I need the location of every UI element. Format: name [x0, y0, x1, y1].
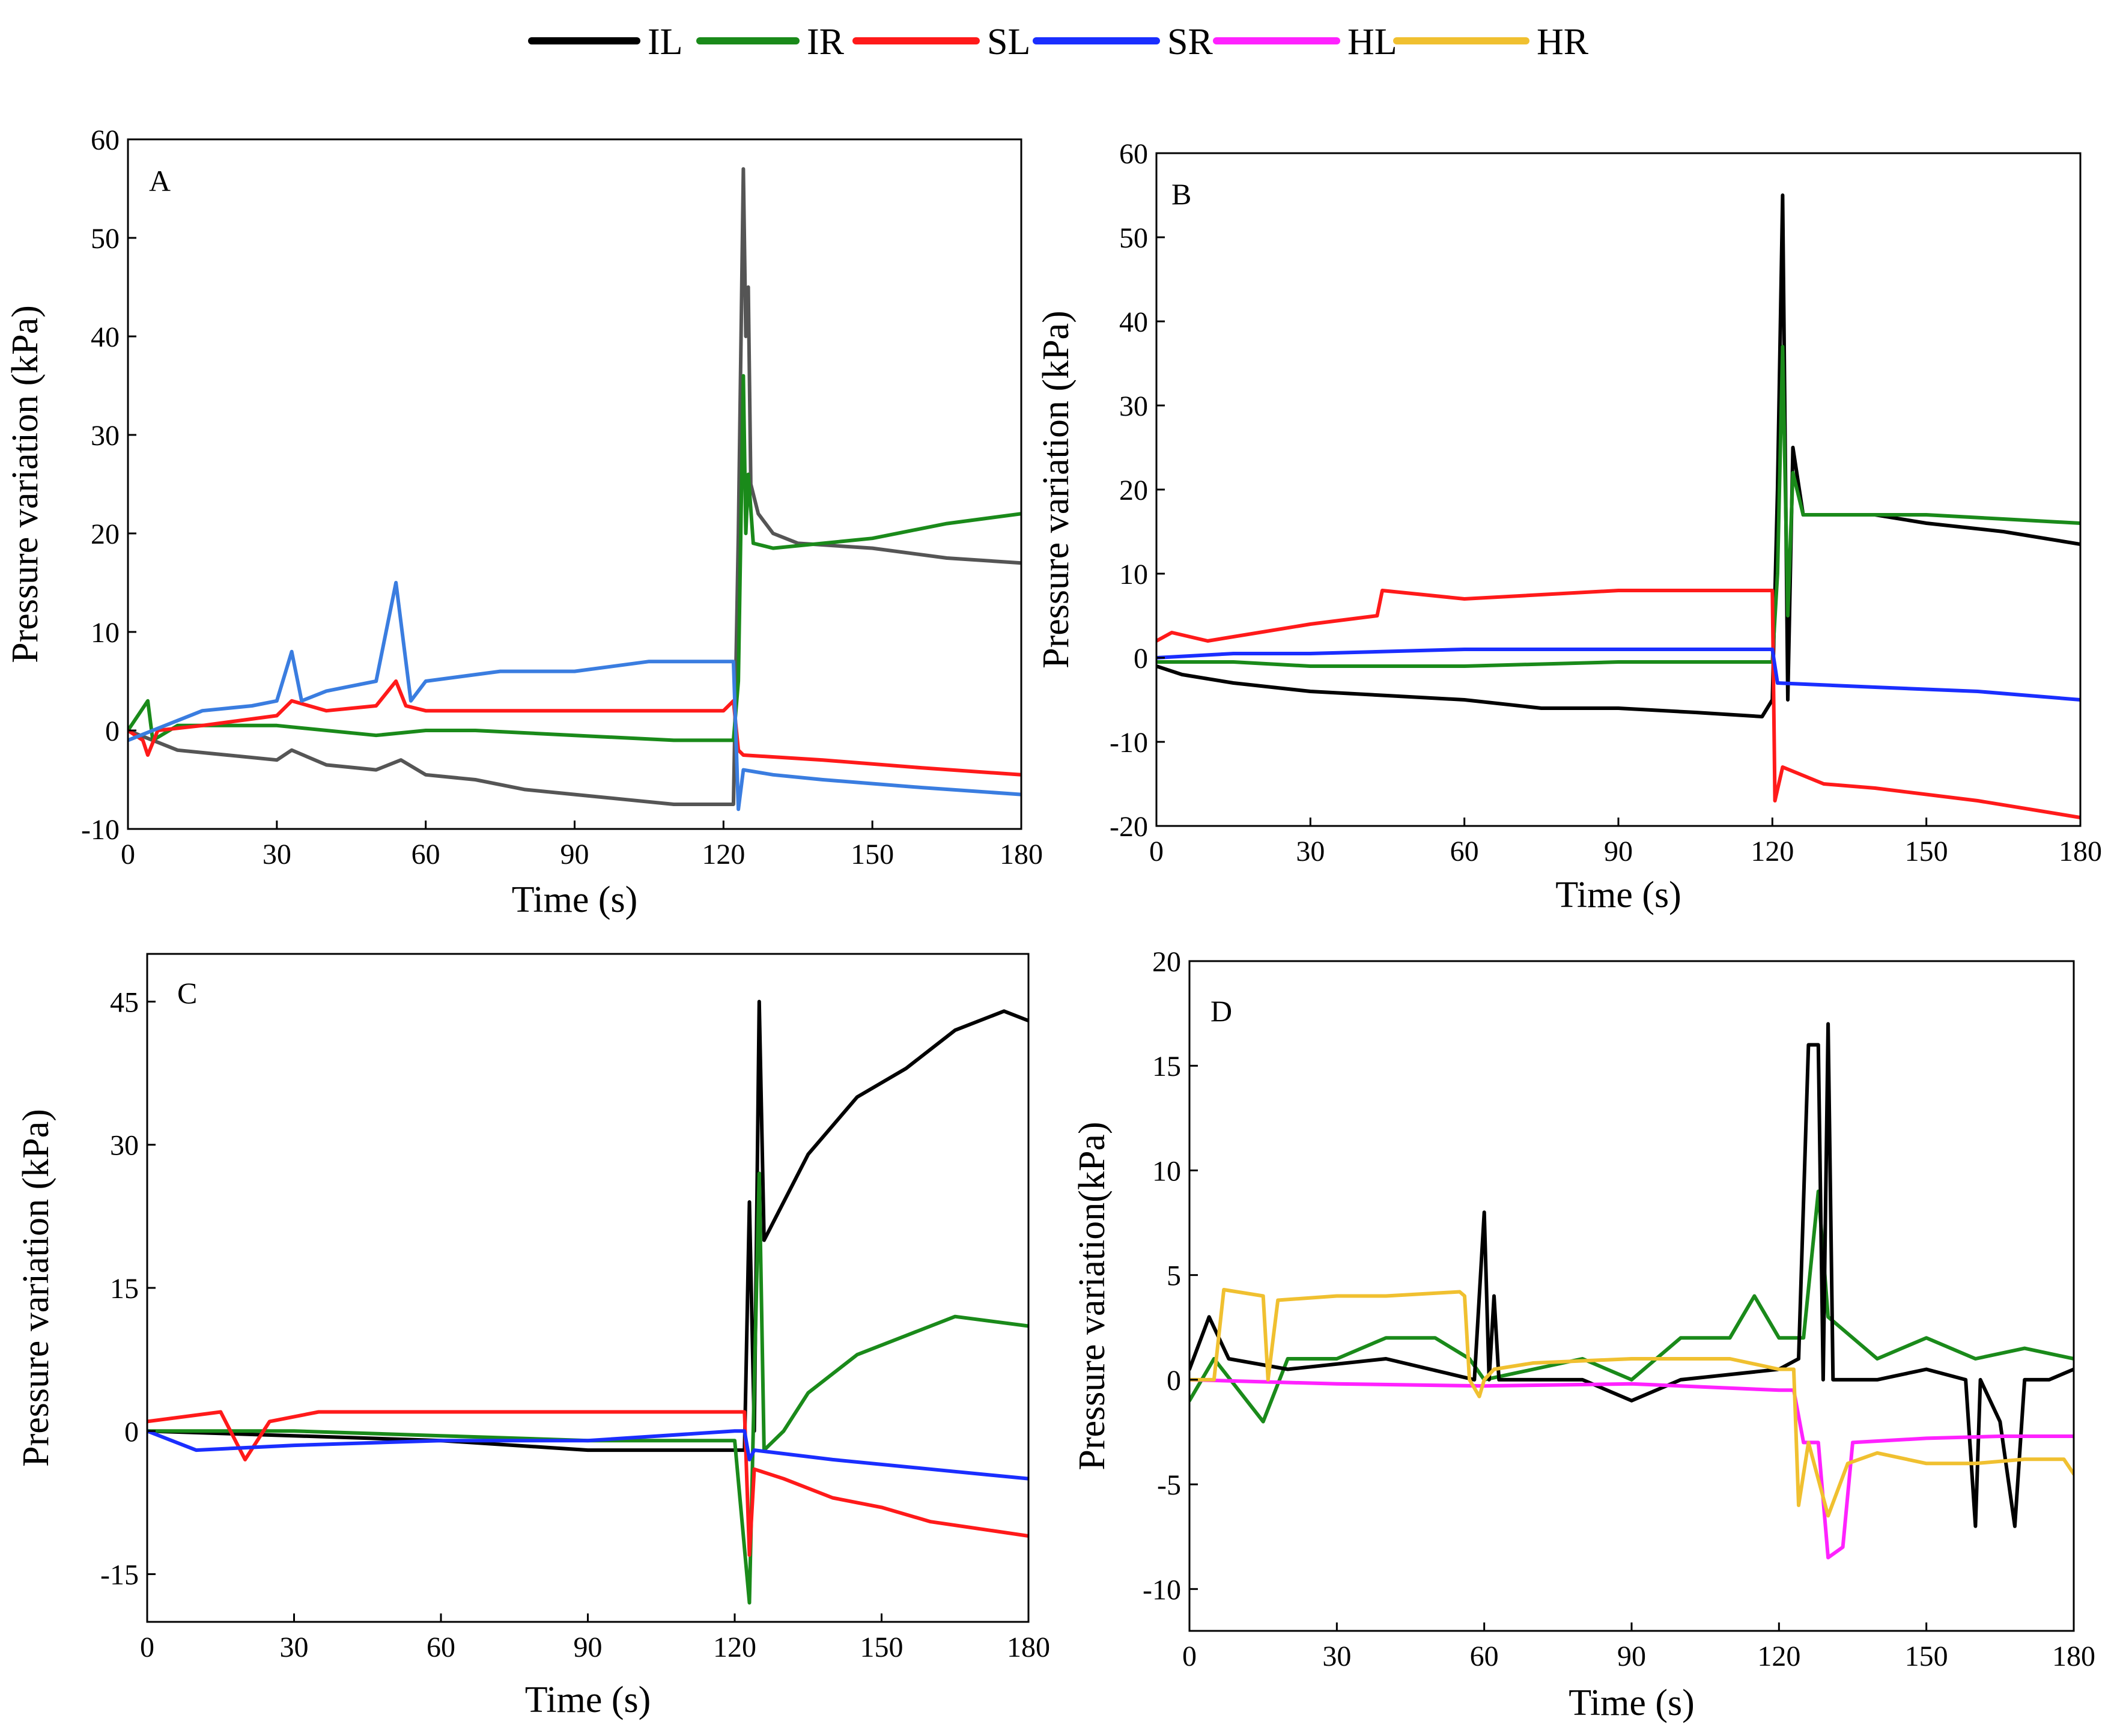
panel-b-y-tick-label: 50: [1119, 222, 1148, 254]
legend-label-il: IL: [648, 22, 683, 62]
panel-d-y-tick-label: 10: [1152, 1155, 1181, 1187]
panel-c-y-axis-title: Pressure variation (kPa): [16, 1109, 56, 1467]
panel-a-y-tick-label: 10: [91, 617, 120, 649]
panel-c-x-tick-label: 180: [1007, 1631, 1050, 1663]
legend: IL IR SL SR HL HR: [528, 22, 1589, 62]
panel-a-x-tick-label: 30: [263, 839, 291, 870]
panel-c-x-tick-label: 150: [860, 1631, 904, 1663]
panel-d-y-tick-label: 0: [1167, 1365, 1181, 1397]
panel-d-x-tick-label: 120: [1757, 1640, 1800, 1672]
panel-c-y-tick-label: 45: [110, 986, 139, 1018]
panel-b-x-tick-label: 150: [1905, 836, 1948, 867]
panel-d: 0 30 60 90 120 150 180 -10 -5 0 5 10 15 20 D Time (s) Pr…: [1072, 946, 2095, 1723]
panel-d-x-tick-label: 90: [1617, 1640, 1646, 1672]
panel-d-x-tick-label: 60: [1470, 1640, 1499, 1672]
panel-d-x-axis-title: Time (s): [1569, 1683, 1695, 1723]
panel-a-x-tick-label: 60: [412, 839, 440, 870]
panel-d-y-tick-label: -10: [1143, 1574, 1181, 1606]
legend-label-ir: IR: [807, 22, 845, 62]
legend-label-hl: HL: [1347, 22, 1397, 62]
panel-b-letter: B: [1171, 177, 1191, 211]
panel-a-series-sl: [128, 679, 1021, 777]
panel-b-series-sl: [1156, 589, 2080, 819]
panel-d-x-tick-label: 30: [1322, 1640, 1351, 1672]
legend-label-hr: HR: [1537, 22, 1589, 62]
panel-b-x-axis-title: Time (s): [1555, 875, 1681, 915]
panel-b-y-tick-label: -20: [1110, 811, 1148, 843]
panel-b-series-sr: [1156, 648, 2080, 702]
panel-c-series-sr: [147, 1429, 1028, 1481]
panel-b-x-tick-label: 0: [1149, 836, 1164, 867]
panel-b-y-tick-label: 10: [1119, 559, 1148, 590]
panel-b-series-ir: [1156, 345, 2080, 668]
panel-c: 0 30 60 90 120 150 180 -15 0 15 30 45 C Time (s) Press…: [16, 953, 1050, 1720]
panel-d-series-hl: [1189, 1377, 2074, 1559]
panel-a-x-tick-label: 0: [121, 839, 135, 870]
panel-a-x-tick-label: 120: [702, 839, 745, 870]
panel-a-series-il: [128, 167, 1021, 806]
panel-a-y-axis-title: Pressure variation (kPa): [5, 305, 46, 663]
panel-a-y-tick-label: -10: [81, 814, 120, 846]
panel-c-series-ir: [147, 1171, 1028, 1605]
panel-c-letter: C: [177, 976, 197, 1010]
panel-b-x-tick-label: 180: [2059, 836, 2102, 867]
panel-d-y-tick-label: -5: [1157, 1469, 1181, 1501]
panel-d-y-tick-label: 5: [1167, 1260, 1181, 1292]
panel-c-x-tick-label: 0: [140, 1631, 154, 1663]
panel-c-x-tick-label: 120: [713, 1631, 756, 1663]
panel-a-x-tick-label: 180: [1000, 839, 1043, 870]
panel-d-x-tick-label: 180: [2052, 1640, 2095, 1672]
legend-label-sl: SL: [987, 22, 1030, 62]
panel-c-x-tick-label: 30: [280, 1631, 309, 1663]
panel-a-series-sr: [128, 581, 1021, 812]
panel-c-y-tick-label: 30: [110, 1130, 139, 1162]
panel-b-y-tick-label: 40: [1119, 306, 1148, 338]
panel-b-y-axis-title: Pressure variation (kPa): [1036, 311, 1077, 669]
panel-b-x-tick-label: 60: [1450, 836, 1479, 867]
panel-c-y-tick-label: -15: [100, 1559, 139, 1591]
legend-label-sr: SR: [1167, 22, 1213, 62]
panel-b: 0 30 60 90 120 150 180 -20 -10 0 10 20 30 40 50 60 B Time…: [1036, 138, 2102, 915]
panel-b-y-tick-label: 20: [1119, 475, 1148, 506]
panel-a-y-tick-label: 40: [91, 321, 120, 353]
panel-a-x-tick-label: 90: [560, 839, 589, 870]
panel-d-series-hr: [1189, 1288, 2074, 1518]
panel-c-series-il: [147, 1000, 1028, 1452]
panel-d-letter: D: [1210, 994, 1232, 1028]
panel-c-y-tick-label: 0: [124, 1416, 139, 1448]
panel-a-x-axis-title: Time (s): [512, 879, 638, 920]
panel-b-x-tick-label: 30: [1296, 836, 1325, 867]
panel-d-y-tick-label: 15: [1152, 1051, 1181, 1082]
panel-c-x-tick-label: 60: [427, 1631, 455, 1663]
panel-a-y-tick-label: 50: [91, 223, 120, 255]
panel-b-y-tick-label: 0: [1134, 643, 1148, 675]
panel-d-x-tick-label: 150: [1905, 1640, 1948, 1672]
panel-b-x-tick-label: 120: [1751, 836, 1794, 867]
panel-c-series-sl: [147, 1410, 1028, 1557]
panel-a-x-tick-label: 150: [851, 839, 894, 870]
panel-a-y-tick-label: 30: [91, 420, 120, 452]
panel-a-y-tick-label: 20: [91, 518, 120, 550]
panel-c-x-axis-title: Time (s): [525, 1680, 651, 1720]
panel-d-y-axis-title: Pressure variation(kPa): [1072, 1121, 1113, 1470]
panel-b-y-tick-label: 30: [1119, 390, 1148, 422]
panel-c-y-tick-label: 15: [110, 1273, 139, 1305]
panel-a-y-tick-label: 0: [105, 715, 120, 747]
panel-b-y-tick-label: 60: [1119, 138, 1148, 170]
panel-d-y-tick-label: 20: [1152, 946, 1181, 978]
panel-b-x-tick-label: 90: [1604, 836, 1633, 867]
panel-c-x-tick-label: 90: [574, 1631, 603, 1663]
panel-d-x-tick-label: 0: [1182, 1640, 1197, 1672]
panel-a-letter: A: [149, 164, 171, 198]
panel-a-y-tick-label: 60: [91, 124, 120, 156]
panel-d-series-il: [1189, 1022, 2074, 1528]
panel-b-y-tick-label: -10: [1110, 727, 1148, 759]
